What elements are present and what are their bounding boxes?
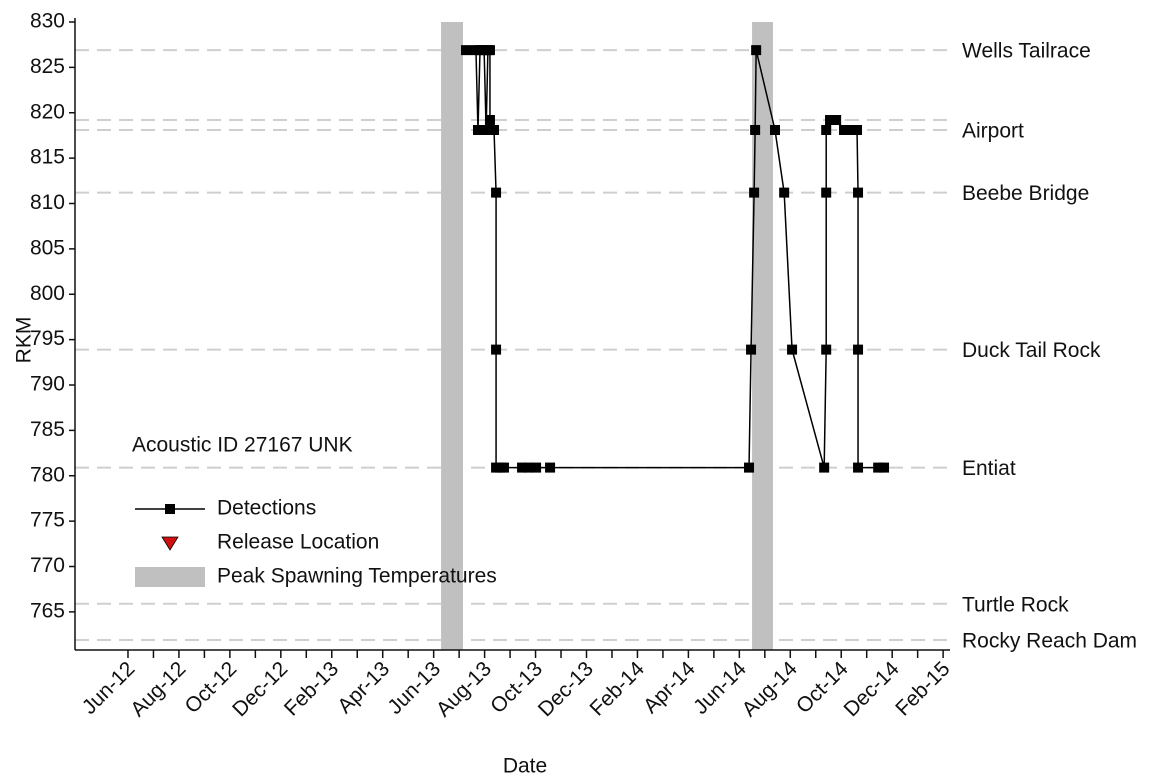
y-tick-label: 810 bbox=[30, 191, 65, 214]
y-tick-label: 815 bbox=[30, 146, 65, 169]
detection-marker bbox=[523, 462, 534, 473]
x-tick-label: Apr-13 bbox=[333, 657, 394, 718]
detection-marker bbox=[744, 462, 755, 473]
detection-marker bbox=[853, 344, 864, 355]
x-tick-label: Feb-15 bbox=[891, 657, 954, 720]
legend-label: Detections bbox=[217, 497, 316, 520]
reference-label: Turtle Rock bbox=[962, 593, 1069, 616]
x-tick-label: Apr-14 bbox=[639, 657, 700, 718]
reference-label: Entiat bbox=[962, 457, 1016, 480]
spawning-band bbox=[441, 22, 463, 650]
x-tick-label: Dec-14 bbox=[839, 657, 903, 721]
annotation: Acoustic ID 27167 UNK bbox=[132, 434, 353, 457]
detection-marker bbox=[873, 462, 884, 473]
y-tick-label: 830 bbox=[30, 10, 65, 33]
detection-marker bbox=[498, 462, 509, 473]
detection-line bbox=[466, 49, 885, 469]
spawning-band bbox=[752, 22, 773, 650]
y-tick-label: 770 bbox=[30, 554, 65, 577]
x-tick-label: Aug-12 bbox=[126, 657, 190, 721]
y-tick-label: 785 bbox=[30, 418, 65, 441]
y-tick-label: 780 bbox=[30, 463, 65, 486]
detection-marker bbox=[770, 124, 780, 135]
detection-marker bbox=[491, 344, 502, 355]
reference-label: Wells Tailrace bbox=[962, 40, 1091, 63]
y-tick-label: 790 bbox=[30, 373, 65, 396]
detection-marker bbox=[821, 187, 832, 198]
detection-marker bbox=[831, 115, 842, 126]
x-tick-label: Dec-13 bbox=[534, 657, 598, 721]
x-axis-label: Date bbox=[503, 755, 547, 778]
detection-marker bbox=[825, 115, 836, 126]
x-tick-label: Aug-13 bbox=[432, 657, 496, 721]
detection-marker bbox=[484, 45, 495, 56]
detection-marker bbox=[481, 124, 492, 135]
y-tick-label: 775 bbox=[30, 509, 65, 532]
detection-marker bbox=[749, 187, 760, 198]
detection-marker bbox=[845, 124, 856, 135]
detection-marker bbox=[491, 187, 502, 198]
detection-marker bbox=[853, 462, 864, 473]
detection-marker bbox=[750, 124, 761, 135]
y-tick-label: 805 bbox=[30, 236, 65, 259]
detection-marker bbox=[531, 462, 542, 473]
legend-label: Release Location bbox=[217, 531, 379, 554]
detection-marker bbox=[819, 462, 830, 473]
y-tick-label: 795 bbox=[30, 327, 65, 350]
y-tick-label: 820 bbox=[30, 100, 65, 123]
detection-marker bbox=[472, 124, 483, 135]
legend-marker bbox=[165, 504, 175, 514]
detection-marker bbox=[879, 462, 890, 473]
x-tick-label: Feb-14 bbox=[586, 657, 650, 721]
detection-marker bbox=[779, 187, 790, 198]
y-axis-label: RKM bbox=[13, 317, 36, 364]
legend-band bbox=[135, 567, 205, 587]
detection-marker bbox=[821, 124, 832, 135]
detection-marker bbox=[852, 124, 863, 135]
detection-marker bbox=[484, 115, 495, 126]
detection-marker bbox=[821, 344, 832, 355]
detection-marker bbox=[545, 462, 556, 473]
reference-label: Duck Tail Rock bbox=[962, 339, 1101, 362]
detection-marker bbox=[787, 344, 798, 355]
legend-marker bbox=[161, 536, 179, 551]
legend-label: Peak Spawning Temperatures bbox=[217, 565, 497, 588]
detection-marker bbox=[751, 45, 762, 56]
x-tick-label: Feb-13 bbox=[280, 657, 343, 720]
y-tick-label: 825 bbox=[30, 55, 65, 78]
detection-marker bbox=[461, 45, 472, 56]
detection-marker bbox=[853, 187, 864, 198]
x-tick-label: Dec-12 bbox=[228, 657, 292, 721]
detection-marker bbox=[489, 124, 500, 135]
y-tick-label: 765 bbox=[30, 599, 65, 622]
reference-label: Airport bbox=[962, 120, 1024, 143]
x-tick-label: Aug-14 bbox=[738, 657, 802, 721]
detection-marker bbox=[517, 462, 528, 473]
detection-marker bbox=[746, 344, 757, 355]
y-tick-label: 800 bbox=[30, 282, 65, 305]
detection-marker bbox=[839, 124, 850, 135]
reference-label: Rocky Reach Dam bbox=[962, 630, 1137, 653]
reference-label: Beebe Bridge bbox=[962, 182, 1089, 205]
